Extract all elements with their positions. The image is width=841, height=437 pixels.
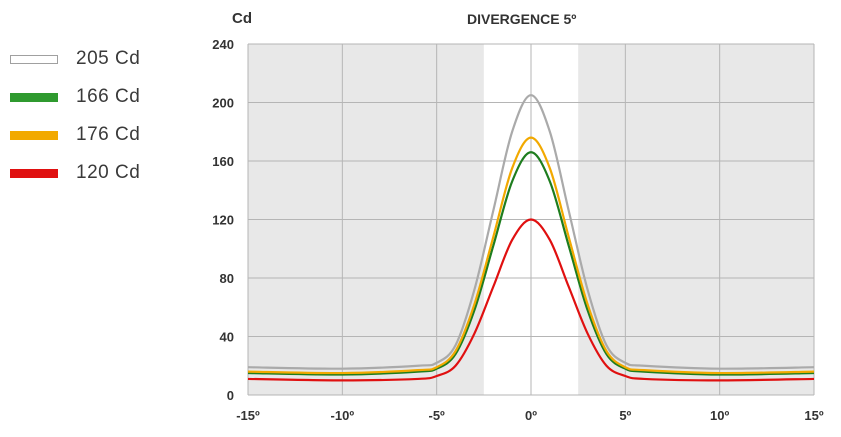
legend-swatch-205 bbox=[10, 54, 58, 64]
legend-swatch-176 bbox=[10, 130, 58, 140]
x-tick-label: 0º bbox=[525, 408, 537, 423]
series-line-1 bbox=[247, 151, 815, 376]
y-tick-label: 120 bbox=[212, 213, 234, 228]
legend-item-205: 205 Cd bbox=[10, 40, 140, 78]
series-line-2 bbox=[247, 136, 815, 375]
y-tick-label: 0 bbox=[227, 388, 234, 403]
legend-item-120: 120 Cd bbox=[10, 154, 140, 192]
series-line-3 bbox=[247, 218, 815, 382]
legend-swatch-120 bbox=[10, 168, 58, 178]
legend-swatch-166 bbox=[10, 92, 58, 102]
y-tick-label: 160 bbox=[212, 154, 234, 169]
legend-label: 176 Cd bbox=[76, 124, 141, 145]
legend-item-166: 166 Cd bbox=[10, 78, 140, 116]
series-line-0 bbox=[247, 94, 815, 370]
chart-title: DIVERGENCE 5º bbox=[467, 11, 577, 27]
legend-label: 166 Cd bbox=[76, 86, 141, 107]
y-tick-label: 200 bbox=[212, 96, 234, 111]
x-tick-label: 5º bbox=[619, 408, 631, 423]
legend-label: 205 Cd bbox=[76, 48, 141, 69]
x-tick-label: 10º bbox=[710, 408, 729, 423]
x-tick-label: 15º bbox=[804, 408, 823, 423]
x-tick-label: -5º bbox=[429, 408, 446, 423]
legend-item-176: 176 Cd bbox=[10, 116, 140, 154]
x-tick-label: -15º bbox=[236, 408, 260, 423]
y-tick-label: 80 bbox=[220, 271, 234, 286]
y-axis-unit-label: Cd bbox=[232, 10, 252, 27]
legend-label: 120 Cd bbox=[76, 162, 141, 183]
y-tick-label: 240 bbox=[212, 37, 234, 52]
x-tick-label: -10º bbox=[331, 408, 355, 423]
legend: 205 Cd 166 Cd 176 Cd 120 Cd bbox=[10, 40, 140, 192]
y-tick-label: 40 bbox=[220, 330, 234, 345]
